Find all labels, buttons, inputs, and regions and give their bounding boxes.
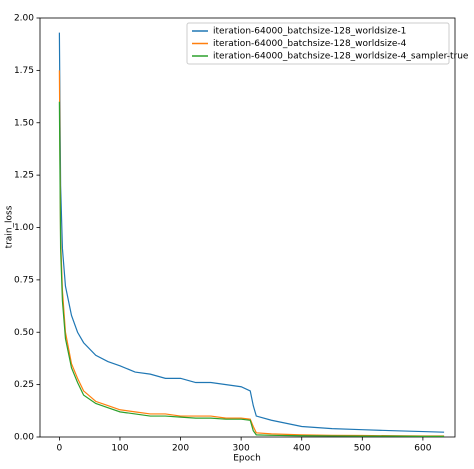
y-tick-label: 1.25	[14, 171, 34, 181]
y-tick-label: 0.25	[14, 380, 34, 390]
y-tick-label: 1.75	[14, 66, 34, 76]
legend-label: iteration-64000_batchsize-128_worldsize-…	[213, 27, 406, 37]
x-tick-label: 100	[111, 444, 128, 454]
plot-frame	[39, 17, 456, 438]
y-tick-label: 2.00	[14, 14, 34, 24]
x-tick-label: 400	[293, 444, 310, 454]
y-axis-label: train_loss	[5, 205, 15, 248]
x-axis-label: Epoch	[233, 454, 261, 464]
y-tick-label: 0.00	[14, 433, 34, 443]
x-tick-label: 200	[172, 444, 189, 454]
series-line	[58, 32, 445, 433]
series-line	[58, 70, 445, 437]
y-tick-label: 0.75	[14, 275, 34, 285]
legend-label: iteration-64000_batchsize-128_worldsize-…	[213, 39, 407, 49]
legend-box	[186, 22, 450, 65]
legend-label: iteration-64000_batchsize-128_worldsize-…	[213, 52, 469, 62]
y-tick-label: 1.00	[14, 223, 34, 233]
x-tick-label: 600	[414, 444, 431, 454]
series-line	[58, 101, 445, 437]
x-tick-label: 300	[233, 444, 250, 454]
y-tick-label: 1.50	[14, 118, 34, 128]
x-tick-label: 0	[57, 444, 63, 454]
x-tick-label: 500	[354, 444, 371, 454]
y-tick-label: 0.50	[14, 328, 34, 338]
